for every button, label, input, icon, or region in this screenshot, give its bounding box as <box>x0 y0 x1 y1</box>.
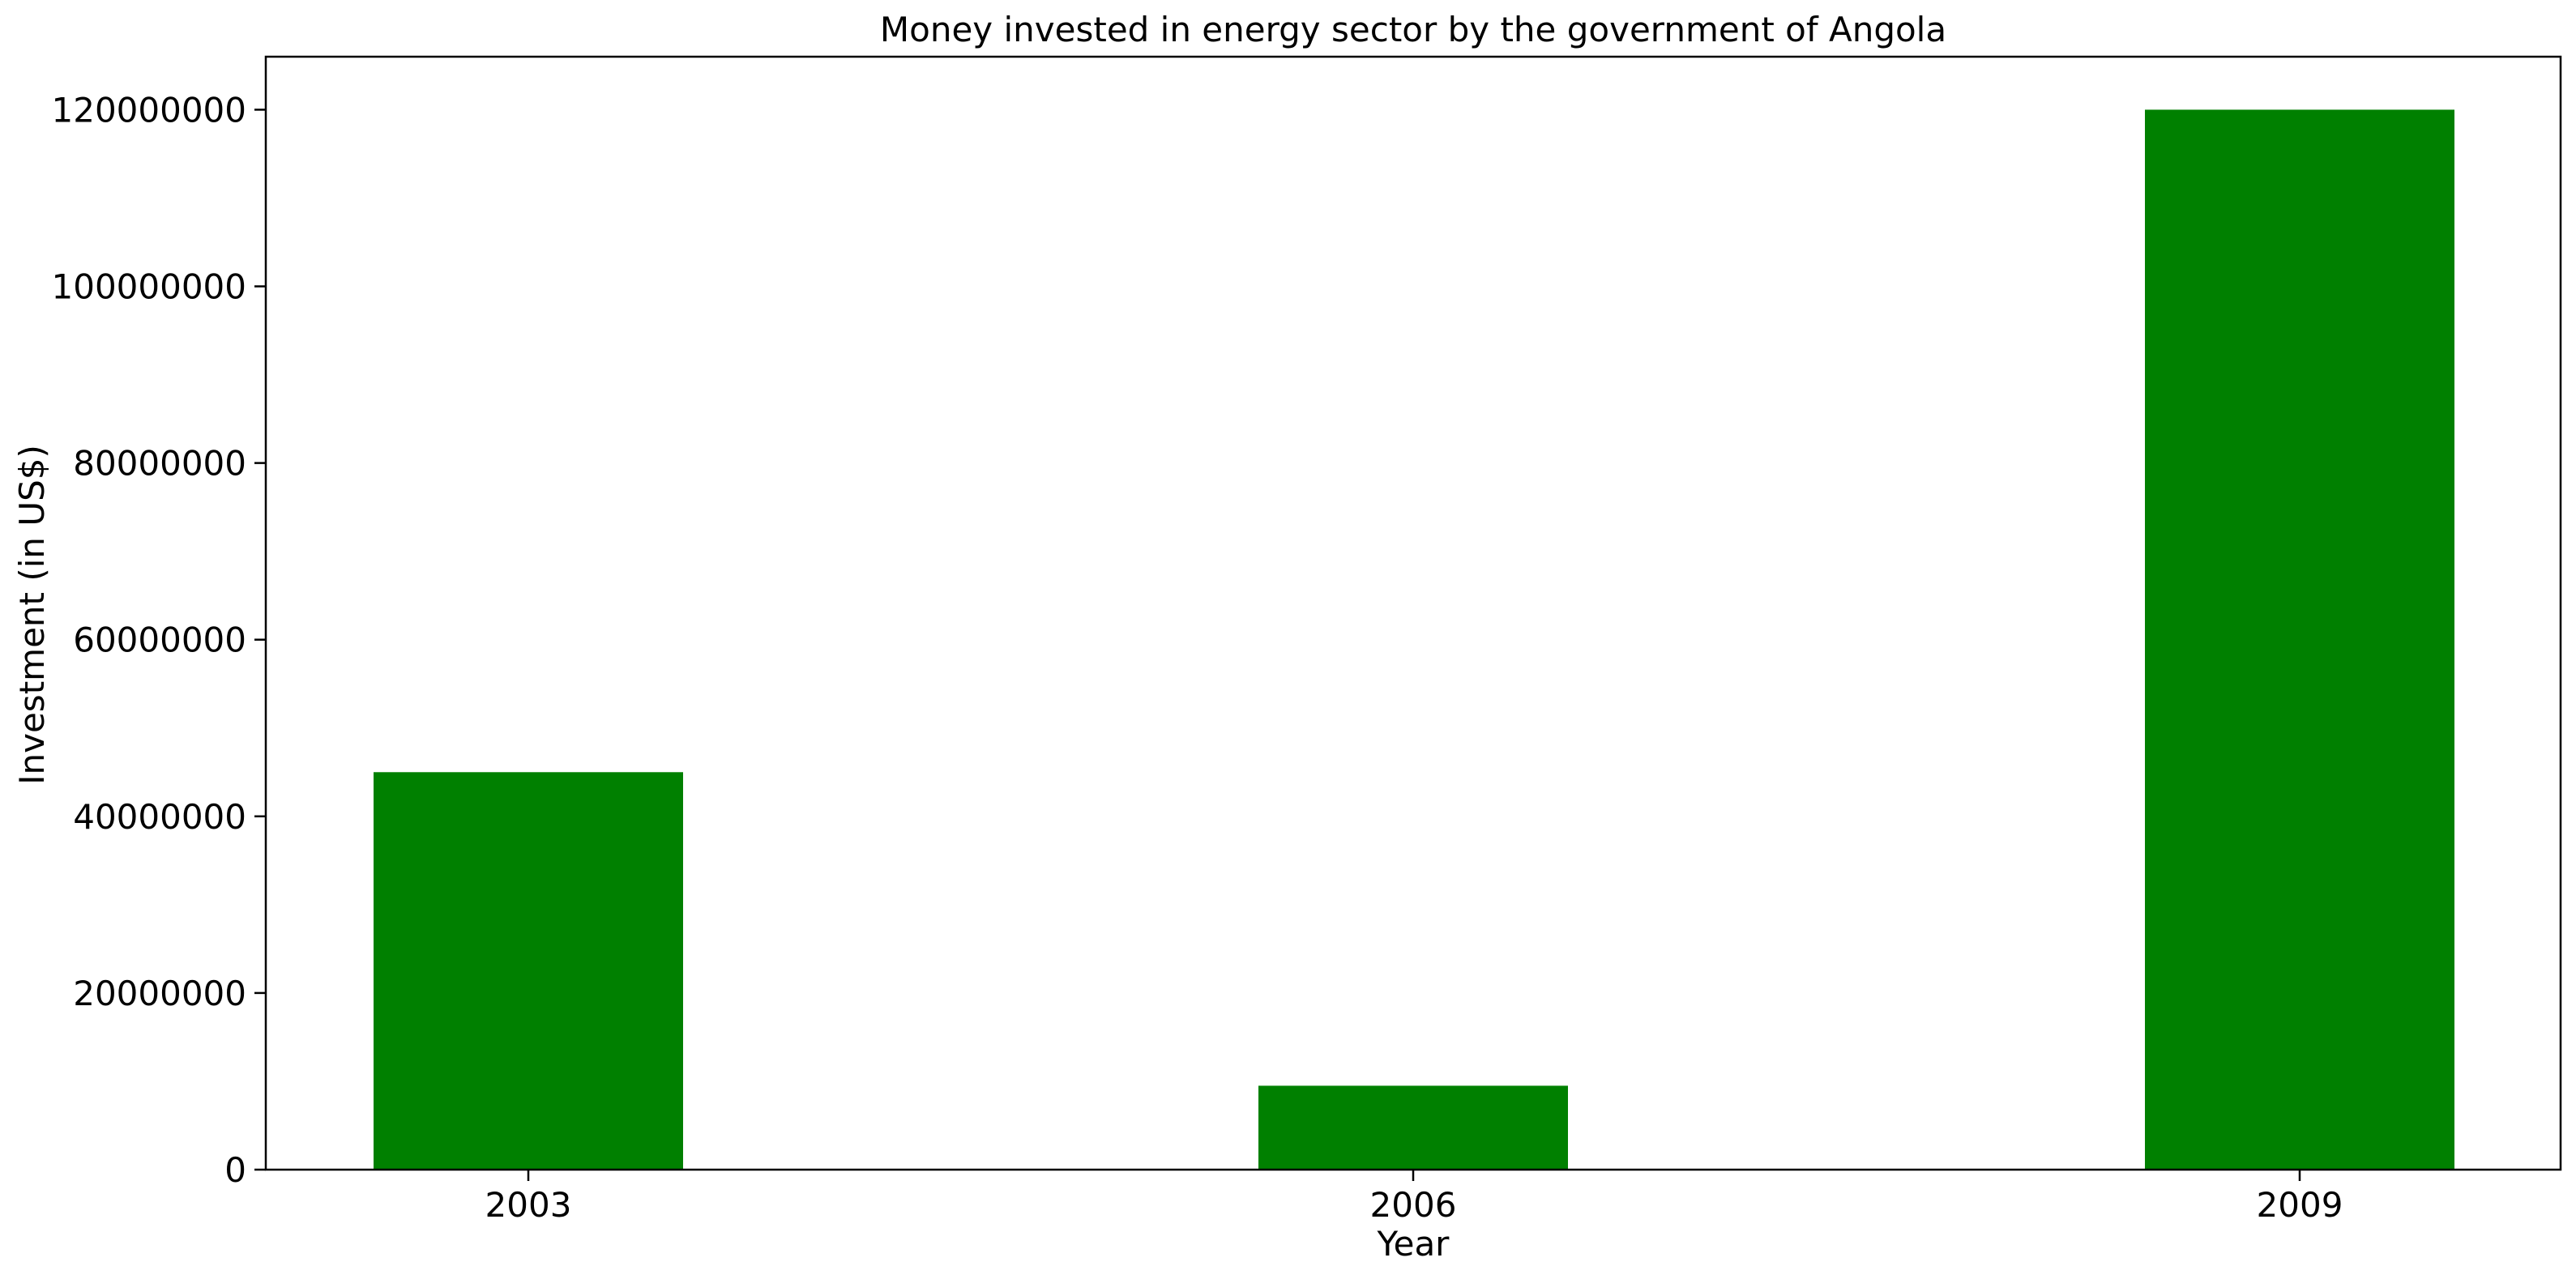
y-tick-label: 80000000 <box>73 444 246 484</box>
x-tick-label: 2009 <box>2257 1185 2343 1225</box>
y-axis-title: Investment (in US$) <box>12 445 52 785</box>
x-tick-label: 2003 <box>485 1185 572 1225</box>
x-tick-label: 2006 <box>1370 1185 1457 1225</box>
y-tick-label: 120000000 <box>52 90 247 130</box>
y-tick-label: 100000000 <box>52 267 247 307</box>
bar-2006 <box>1258 1085 1568 1170</box>
x-axis-title: Year <box>1377 1224 1450 1264</box>
y-tick-label: 20000000 <box>73 974 246 1013</box>
chart-title: Money invested in energy sector by the g… <box>880 10 1946 49</box>
x-axis-ticks: 2003 2006 2009 <box>485 1170 2343 1225</box>
plot-frame <box>264 55 2562 1171</box>
bar-2009 <box>2145 109 2454 1170</box>
bar-2003 <box>374 772 683 1170</box>
y-tick-label: 60000000 <box>73 620 246 660</box>
y-axis-ticks: 0 20000000 40000000 60000000 80000000 1000000… <box>52 90 266 1190</box>
y-tick-label: 40000000 <box>73 797 246 837</box>
y-tick-label: 0 <box>224 1150 246 1190</box>
bars-group <box>374 109 2454 1170</box>
